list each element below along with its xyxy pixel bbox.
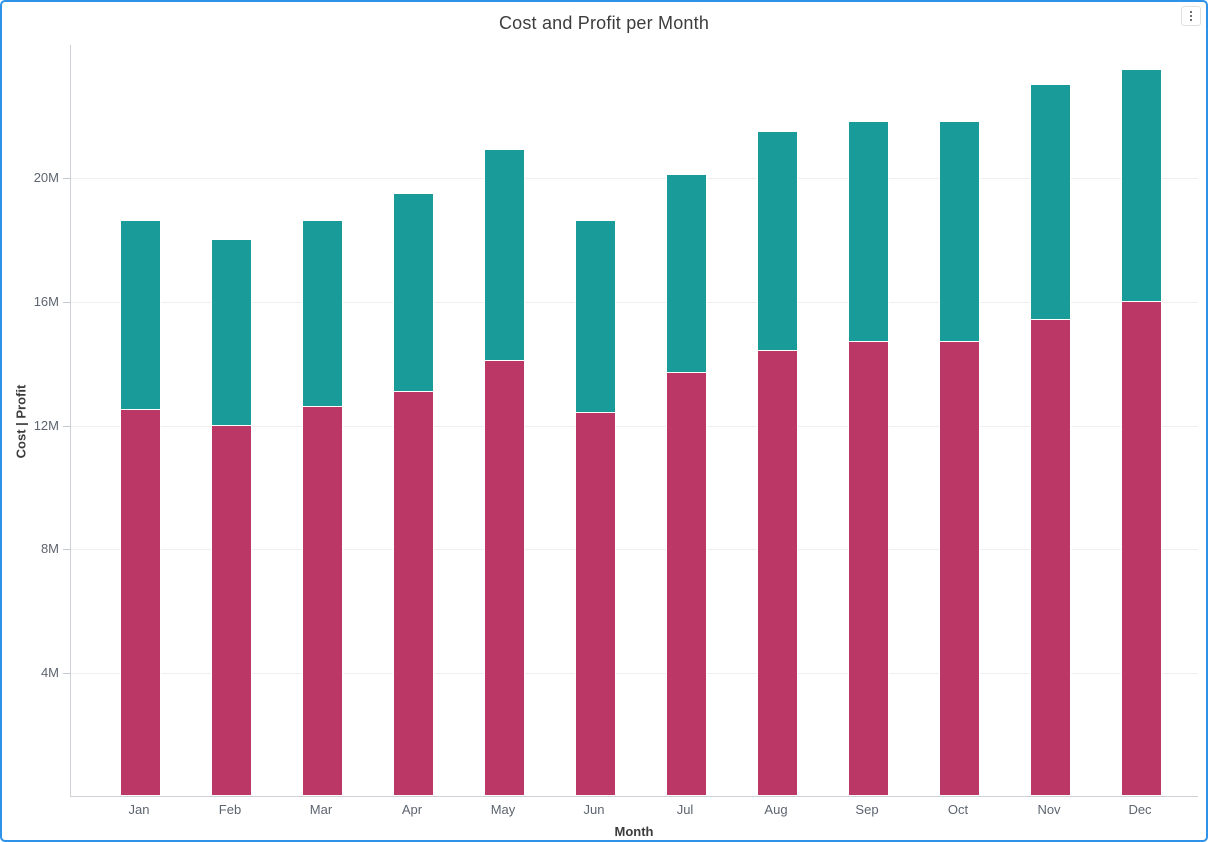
bar-segment-cost-may[interactable] — [483, 359, 525, 796]
gridline-8M — [71, 549, 1198, 551]
gridline-16M — [71, 301, 1198, 303]
kebab-menu-icon — [1190, 11, 1192, 21]
x-tick-label-dec: Dec — [1128, 802, 1152, 817]
bar-segment-profit-jan[interactable] — [119, 220, 161, 410]
y-tick-mark — [63, 178, 70, 180]
bar-apr[interactable] — [392, 192, 434, 796]
bar-nov[interactable] — [1029, 84, 1071, 796]
bar-segment-profit-aug[interactable] — [756, 130, 798, 351]
plot-area — [70, 45, 1198, 797]
x-tick-label-apr: Apr — [401, 802, 423, 817]
gridline-12M — [71, 425, 1198, 427]
y-tick-mark — [63, 673, 70, 675]
bar-segment-profit-jun[interactable] — [574, 220, 616, 413]
bar-segment-profit-sep[interactable] — [847, 121, 889, 342]
y-tick-mark — [63, 425, 70, 427]
bar-segment-cost-nov[interactable] — [1029, 319, 1071, 796]
bar-segment-cost-sep[interactable] — [847, 341, 889, 796]
bar-mar[interactable] — [301, 220, 343, 796]
bar-segment-profit-dec[interactable] — [1120, 68, 1162, 301]
bar-segment-cost-apr[interactable] — [392, 390, 434, 796]
x-tick-label-sep: Sep — [855, 802, 879, 817]
bar-jun[interactable] — [574, 220, 616, 796]
bar-segment-profit-jul[interactable] — [665, 174, 707, 373]
y-tick-mark — [63, 549, 70, 551]
y-tick-mark — [63, 301, 70, 303]
bar-oct[interactable] — [938, 121, 980, 796]
bar-segment-profit-mar[interactable] — [301, 220, 343, 407]
gridline-20M — [71, 178, 1198, 180]
bar-segment-cost-jul[interactable] — [665, 372, 707, 796]
bar-segment-cost-jan[interactable] — [119, 409, 161, 796]
chart-menu-button[interactable] — [1181, 6, 1201, 26]
y-tick-label: 20M — [33, 170, 59, 186]
x-tick-label-may: May — [490, 802, 516, 817]
bar-segment-cost-oct[interactable] — [938, 341, 980, 796]
gridline-4M — [71, 673, 1198, 675]
x-tick-label-oct: Oct — [947, 802, 969, 817]
y-tick-label: 12M — [33, 417, 59, 433]
y-tick-label: 16M — [33, 293, 59, 309]
x-tick-label-aug: Aug — [764, 802, 788, 817]
bar-segment-profit-oct[interactable] — [938, 121, 980, 342]
x-tick-label-feb: Feb — [218, 802, 242, 817]
bar-segment-cost-mar[interactable] — [301, 406, 343, 796]
bar-sep[interactable] — [847, 121, 889, 796]
y-tick-label: 8M — [40, 541, 59, 557]
chart-title: Cost and Profit per Month — [498, 13, 710, 33]
x-tick-label-jul: Jul — [676, 802, 694, 817]
bar-segment-profit-apr[interactable] — [392, 192, 434, 391]
bar-feb[interactable] — [210, 238, 252, 796]
bar-aug[interactable] — [756, 130, 798, 796]
bar-segment-cost-dec[interactable] — [1120, 300, 1162, 796]
bar-segment-profit-nov[interactable] — [1029, 84, 1071, 320]
x-tick-label-mar: Mar — [309, 802, 333, 817]
x-axis-title: Month — [614, 824, 654, 839]
bar-segment-cost-jun[interactable] — [574, 412, 616, 796]
bar-jul[interactable] — [665, 174, 707, 796]
bar-jan[interactable] — [119, 220, 161, 796]
bar-segment-profit-feb[interactable] — [210, 238, 252, 425]
bar-may[interactable] — [483, 149, 525, 796]
bar-segment-cost-aug[interactable] — [756, 350, 798, 796]
x-tick-label-jan: Jan — [128, 802, 150, 817]
bar-segment-profit-may[interactable] — [483, 149, 525, 360]
x-tick-label-nov: Nov — [1037, 802, 1061, 817]
y-tick-label: 4M — [40, 665, 59, 681]
bar-segment-cost-feb[interactable] — [210, 424, 252, 796]
x-tick-label-jun: Jun — [583, 802, 605, 817]
bar-dec[interactable] — [1120, 68, 1162, 796]
